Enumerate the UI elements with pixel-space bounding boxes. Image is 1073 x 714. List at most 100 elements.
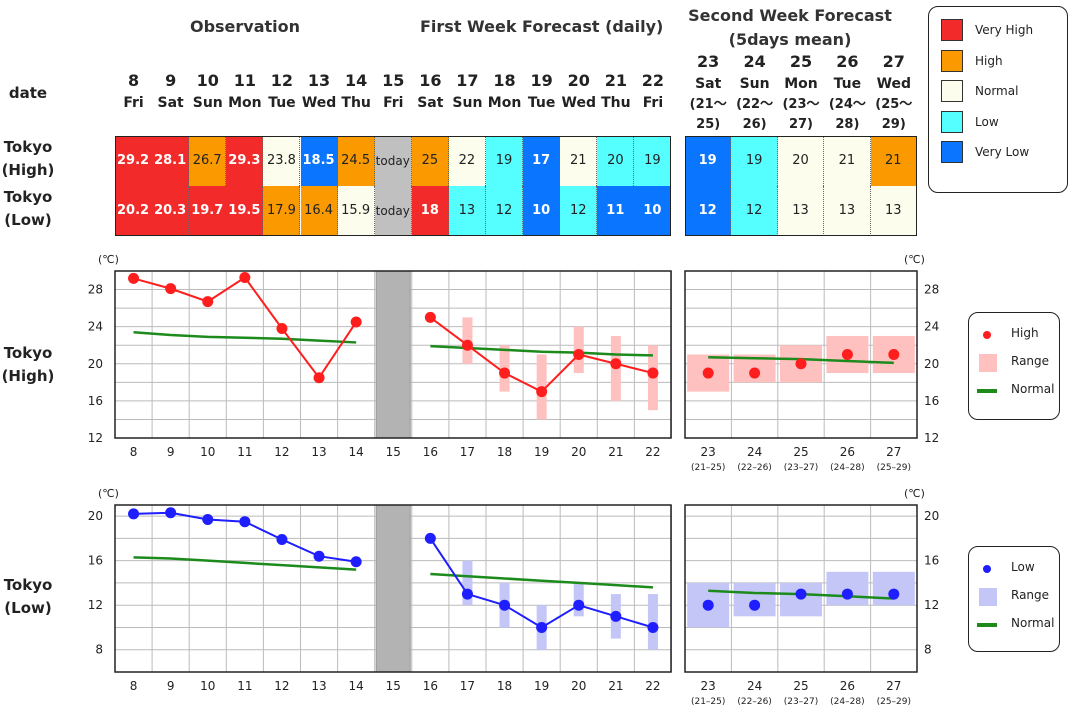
week2-point	[702, 367, 714, 379]
date-range-end: 27)	[788, 117, 814, 132]
today-band	[375, 504, 411, 673]
date-dow: Tue	[268, 95, 296, 111]
table-cell: 15.9	[337, 186, 375, 236]
x-tick-label: 23	[701, 445, 716, 459]
date-dow: Thu	[341, 95, 371, 111]
week2-plot-frame	[684, 270, 918, 439]
observation-point	[202, 513, 214, 525]
table-cell: 17.9	[263, 186, 301, 236]
date-dow: Mon	[228, 95, 262, 111]
range-box	[872, 571, 915, 606]
chart-label-city: Tokyo	[3, 344, 53, 362]
forecast-point	[610, 358, 622, 370]
range-box	[826, 571, 869, 606]
forecast-point	[647, 621, 659, 633]
x-tick-label: 19	[534, 679, 549, 693]
table-cell: 12	[685, 186, 732, 236]
legend-marker-range	[979, 588, 997, 606]
x-tick-label: 9	[167, 445, 175, 459]
week2-date-header: 25 Mon (23〜 27)	[778, 51, 824, 135]
date-header: 12 Tue	[262, 70, 302, 114]
x-tick-label: 16	[423, 679, 438, 693]
x-tick-label: 21	[608, 679, 623, 693]
table-cell: 13	[777, 186, 825, 236]
y-tick-label-right: 24	[924, 320, 939, 334]
week2-point	[888, 349, 900, 360]
week2-date-header: 27 Wed (25〜 29)	[871, 51, 917, 135]
week2-point	[795, 588, 807, 600]
date-header: 18 Mon	[485, 70, 525, 114]
range-box	[780, 582, 822, 617]
date-dow: Sun	[452, 95, 483, 111]
date-dow: Fri	[383, 95, 404, 111]
legend-label: Very Low	[975, 145, 1030, 159]
date-dow: Mon	[784, 76, 818, 92]
week2-point	[888, 588, 900, 600]
date-header: 14 Thu	[336, 70, 376, 114]
table-row-label-high: Tokyo (High)	[0, 136, 56, 182]
table-cell: today	[374, 186, 412, 236]
date-dow: Sun	[739, 76, 770, 92]
row-label-kind: (High)	[1, 161, 55, 179]
x-tick-sublabel: (25–29)	[877, 463, 911, 473]
x-tick-label: 12	[274, 679, 289, 693]
legend-label: Normal	[1011, 616, 1055, 630]
date-day: 25	[789, 52, 813, 71]
x-tick-label: 20	[571, 679, 586, 693]
forecast-point	[424, 311, 436, 323]
table-cell: 21	[870, 136, 917, 186]
table-cell: 13	[824, 186, 871, 236]
x-tick-label: 16	[423, 445, 438, 459]
x-tick-label: 13	[311, 679, 326, 693]
x-tick-label: 26	[840, 445, 855, 459]
table-cell: 18.5	[300, 136, 338, 186]
normal-line-forecast	[430, 572, 654, 589]
date-dow: Sun	[192, 95, 223, 111]
observation-point	[165, 283, 177, 295]
y-tick-label-right: 28	[924, 283, 939, 297]
legend-marker-normal	[977, 389, 997, 393]
y-tick-label-right: 12	[924, 431, 939, 445]
legend-marker-normal	[977, 623, 997, 627]
forecast-point	[536, 386, 548, 398]
date-header: 21 Thu	[596, 70, 636, 114]
date-dow: Sat	[157, 95, 184, 111]
date-header: 11 Mon	[225, 70, 265, 114]
forecast-point	[461, 339, 473, 351]
date-range-start: (23〜	[782, 97, 820, 112]
range-bar	[647, 594, 658, 650]
legend-marker-range	[979, 354, 997, 372]
table-cell: 12	[560, 186, 598, 236]
date-dow: Thu	[601, 95, 631, 111]
x-tick-label: 8	[130, 679, 138, 693]
table-cell: 21	[560, 136, 598, 186]
date-day: 18	[493, 71, 516, 90]
forecast-point	[610, 610, 622, 622]
chart-label-low: Tokyo (Low)	[0, 574, 56, 620]
y-tick-label-right: 20	[924, 357, 939, 371]
x-tick-label: 27	[886, 445, 901, 459]
week2-point	[841, 349, 853, 360]
observation-point	[350, 316, 362, 328]
table-cell: 11	[597, 186, 635, 236]
table-cell: 19	[486, 136, 524, 186]
y-tick-label: 16	[88, 554, 103, 568]
legend-label: Very High	[975, 23, 1034, 37]
y-tick-label: 8	[95, 643, 103, 657]
date-header: 22 Fri	[633, 70, 673, 114]
table-cell: 22	[448, 136, 486, 186]
y-tick-label-right: 8	[924, 643, 932, 657]
x-tick-label: 10	[200, 679, 215, 693]
observation-point	[276, 534, 288, 546]
date-day: 27	[882, 52, 905, 71]
forecast-point	[499, 367, 511, 379]
date-header: 8 Fri	[114, 70, 154, 114]
date-day: 17	[456, 71, 479, 90]
observation-point	[239, 516, 251, 528]
date-dow: Wed	[876, 76, 912, 92]
observation-point	[202, 296, 214, 308]
y-unit-label: (℃)	[98, 253, 119, 266]
date-dow: Tue	[527, 95, 556, 111]
table-cell: 12	[486, 186, 524, 236]
legend-label: High	[975, 53, 1003, 68]
